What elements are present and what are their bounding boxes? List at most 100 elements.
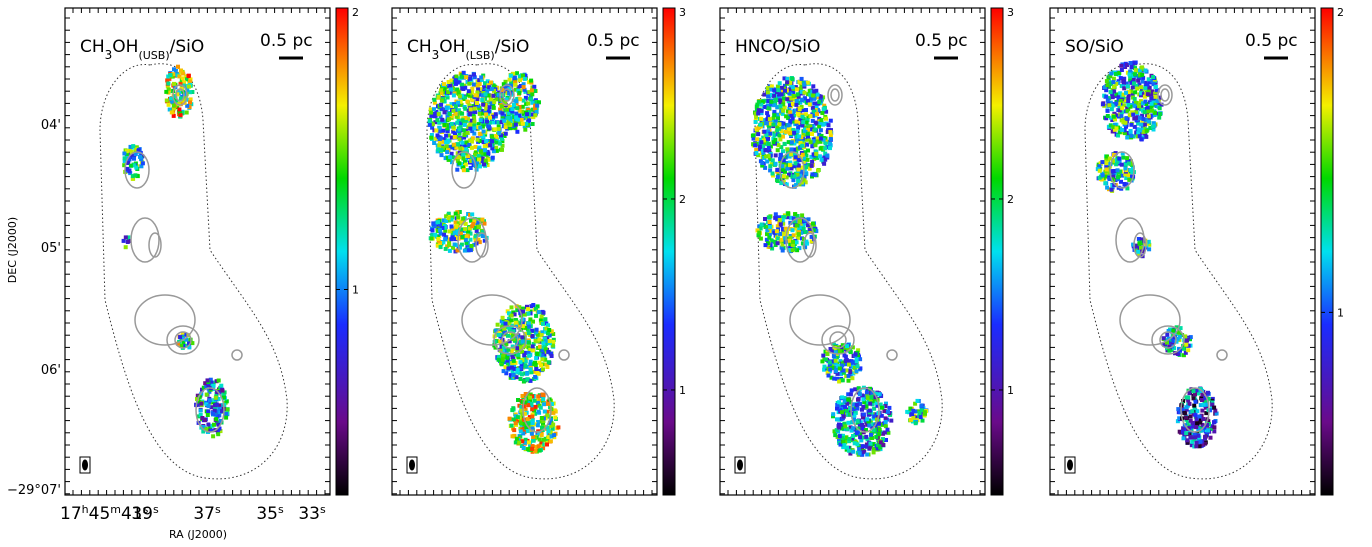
- emission-pixel: [479, 118, 483, 122]
- emission-pixel: [911, 409, 915, 413]
- emission-pixel: [509, 318, 513, 322]
- emission-pixel: [786, 211, 790, 215]
- emission-pixel: [456, 143, 460, 147]
- emission-pixel: [510, 424, 514, 428]
- emission-pixel: [810, 164, 814, 168]
- emission-pixel: [781, 249, 785, 253]
- emission-pixel: [828, 360, 832, 364]
- emission-pixel: [868, 402, 872, 406]
- emission-pixel: [853, 387, 857, 391]
- emission-pixel: [768, 225, 772, 229]
- emission-pixel: [752, 133, 756, 137]
- emission-pixel: [450, 225, 454, 229]
- emission-pixel: [492, 100, 496, 104]
- emission-pixel: [1139, 85, 1143, 89]
- colorbar-label: 3: [679, 6, 686, 19]
- emission-pixel: [1134, 68, 1138, 72]
- emission-pixel: [439, 245, 443, 249]
- emission-pixel: [515, 346, 519, 350]
- emission-pixel: [431, 228, 435, 232]
- emission-pixel: [540, 433, 544, 437]
- emission-pixel: [496, 323, 500, 327]
- emission-pixel: [456, 101, 460, 105]
- emission-pixel: [535, 371, 539, 375]
- emission-pixel: [1133, 72, 1137, 76]
- emission-pixel: [838, 349, 842, 353]
- emission-pixel: [462, 71, 466, 75]
- emission-pixel: [806, 149, 810, 153]
- emission-pixel: [463, 107, 467, 111]
- emission-pixel: [838, 367, 842, 371]
- emission-pixel: [877, 432, 881, 436]
- emission-pixel: [481, 103, 485, 107]
- emission-pixel: [432, 141, 436, 145]
- emission-pixel: [432, 222, 436, 226]
- emission-pixel: [211, 434, 215, 438]
- emission-pixel: [488, 143, 492, 147]
- emission-pixel: [1139, 123, 1143, 127]
- emission-pixel: [832, 377, 836, 381]
- emission-pixel: [1114, 162, 1118, 166]
- emission-pixel: [445, 106, 449, 110]
- emission-pixel: [765, 111, 769, 115]
- emission-pixel: [783, 142, 787, 146]
- emission-pixel: [768, 132, 772, 136]
- text-part: 3: [105, 48, 113, 62]
- emission-pixel: [172, 104, 176, 108]
- emission-pixel: [860, 423, 864, 427]
- emission-pixel: [1121, 120, 1125, 124]
- emission-pixel: [824, 357, 828, 361]
- emission-pixel: [777, 133, 781, 137]
- emission-pixel: [516, 398, 520, 402]
- emission-pixel: [455, 224, 459, 228]
- emission-pixel: [1182, 436, 1186, 440]
- emission-pixel: [447, 117, 451, 121]
- emission-pixel: [457, 90, 461, 94]
- emission-pixel: [461, 217, 465, 221]
- emission-pixel: [813, 102, 817, 106]
- emission-pixel: [534, 339, 538, 343]
- emission-pixel: [801, 120, 805, 124]
- emission-pixel: [490, 87, 494, 91]
- emission-pixel: [480, 218, 484, 222]
- emission-pixel: [856, 407, 860, 411]
- emission-pixel: [1116, 175, 1120, 179]
- emission-pixel: [487, 125, 491, 129]
- emission-pixel: [468, 77, 472, 81]
- emission-pixel: [1151, 125, 1155, 129]
- emission-pixel: [869, 442, 873, 446]
- contour: [131, 218, 159, 262]
- emission-pixel: [772, 140, 776, 144]
- emission-pixel: [494, 112, 498, 116]
- emission-pixel: [822, 107, 826, 111]
- emission-pixel: [793, 212, 797, 216]
- emission-pixel: [514, 115, 518, 119]
- emission-pixel: [540, 357, 544, 361]
- emission-pixel: [1112, 115, 1116, 119]
- emission-pixel: [819, 147, 823, 151]
- emission-pixel: [513, 76, 517, 80]
- emission-pixel: [527, 440, 531, 444]
- text-part: CH: [80, 37, 105, 57]
- emission-pixel: [439, 148, 443, 152]
- emission-pixel: [760, 109, 764, 113]
- emission-pixel: [1104, 95, 1108, 99]
- emission-pixel: [862, 413, 866, 417]
- emission-pixel: [125, 167, 129, 171]
- emission-pixel: [133, 173, 137, 177]
- emission-pixel: [463, 123, 467, 127]
- emission-pixel: [767, 106, 771, 110]
- emission-pixel: [857, 447, 861, 451]
- emission-pixel: [178, 335, 182, 339]
- emission-pixel: [1124, 116, 1128, 120]
- emission-pixel: [834, 359, 838, 363]
- emission-pixel: [443, 237, 447, 241]
- emission-pixel: [500, 111, 504, 115]
- emission-pixel: [1195, 409, 1199, 413]
- emission-pixel: [774, 98, 778, 102]
- emission-pixel: [530, 432, 534, 436]
- emission-pixel: [1143, 86, 1147, 90]
- panel-title: HNCO/SiO: [735, 37, 820, 57]
- emission-pixel: [448, 249, 452, 253]
- emission-pixel: [497, 131, 501, 135]
